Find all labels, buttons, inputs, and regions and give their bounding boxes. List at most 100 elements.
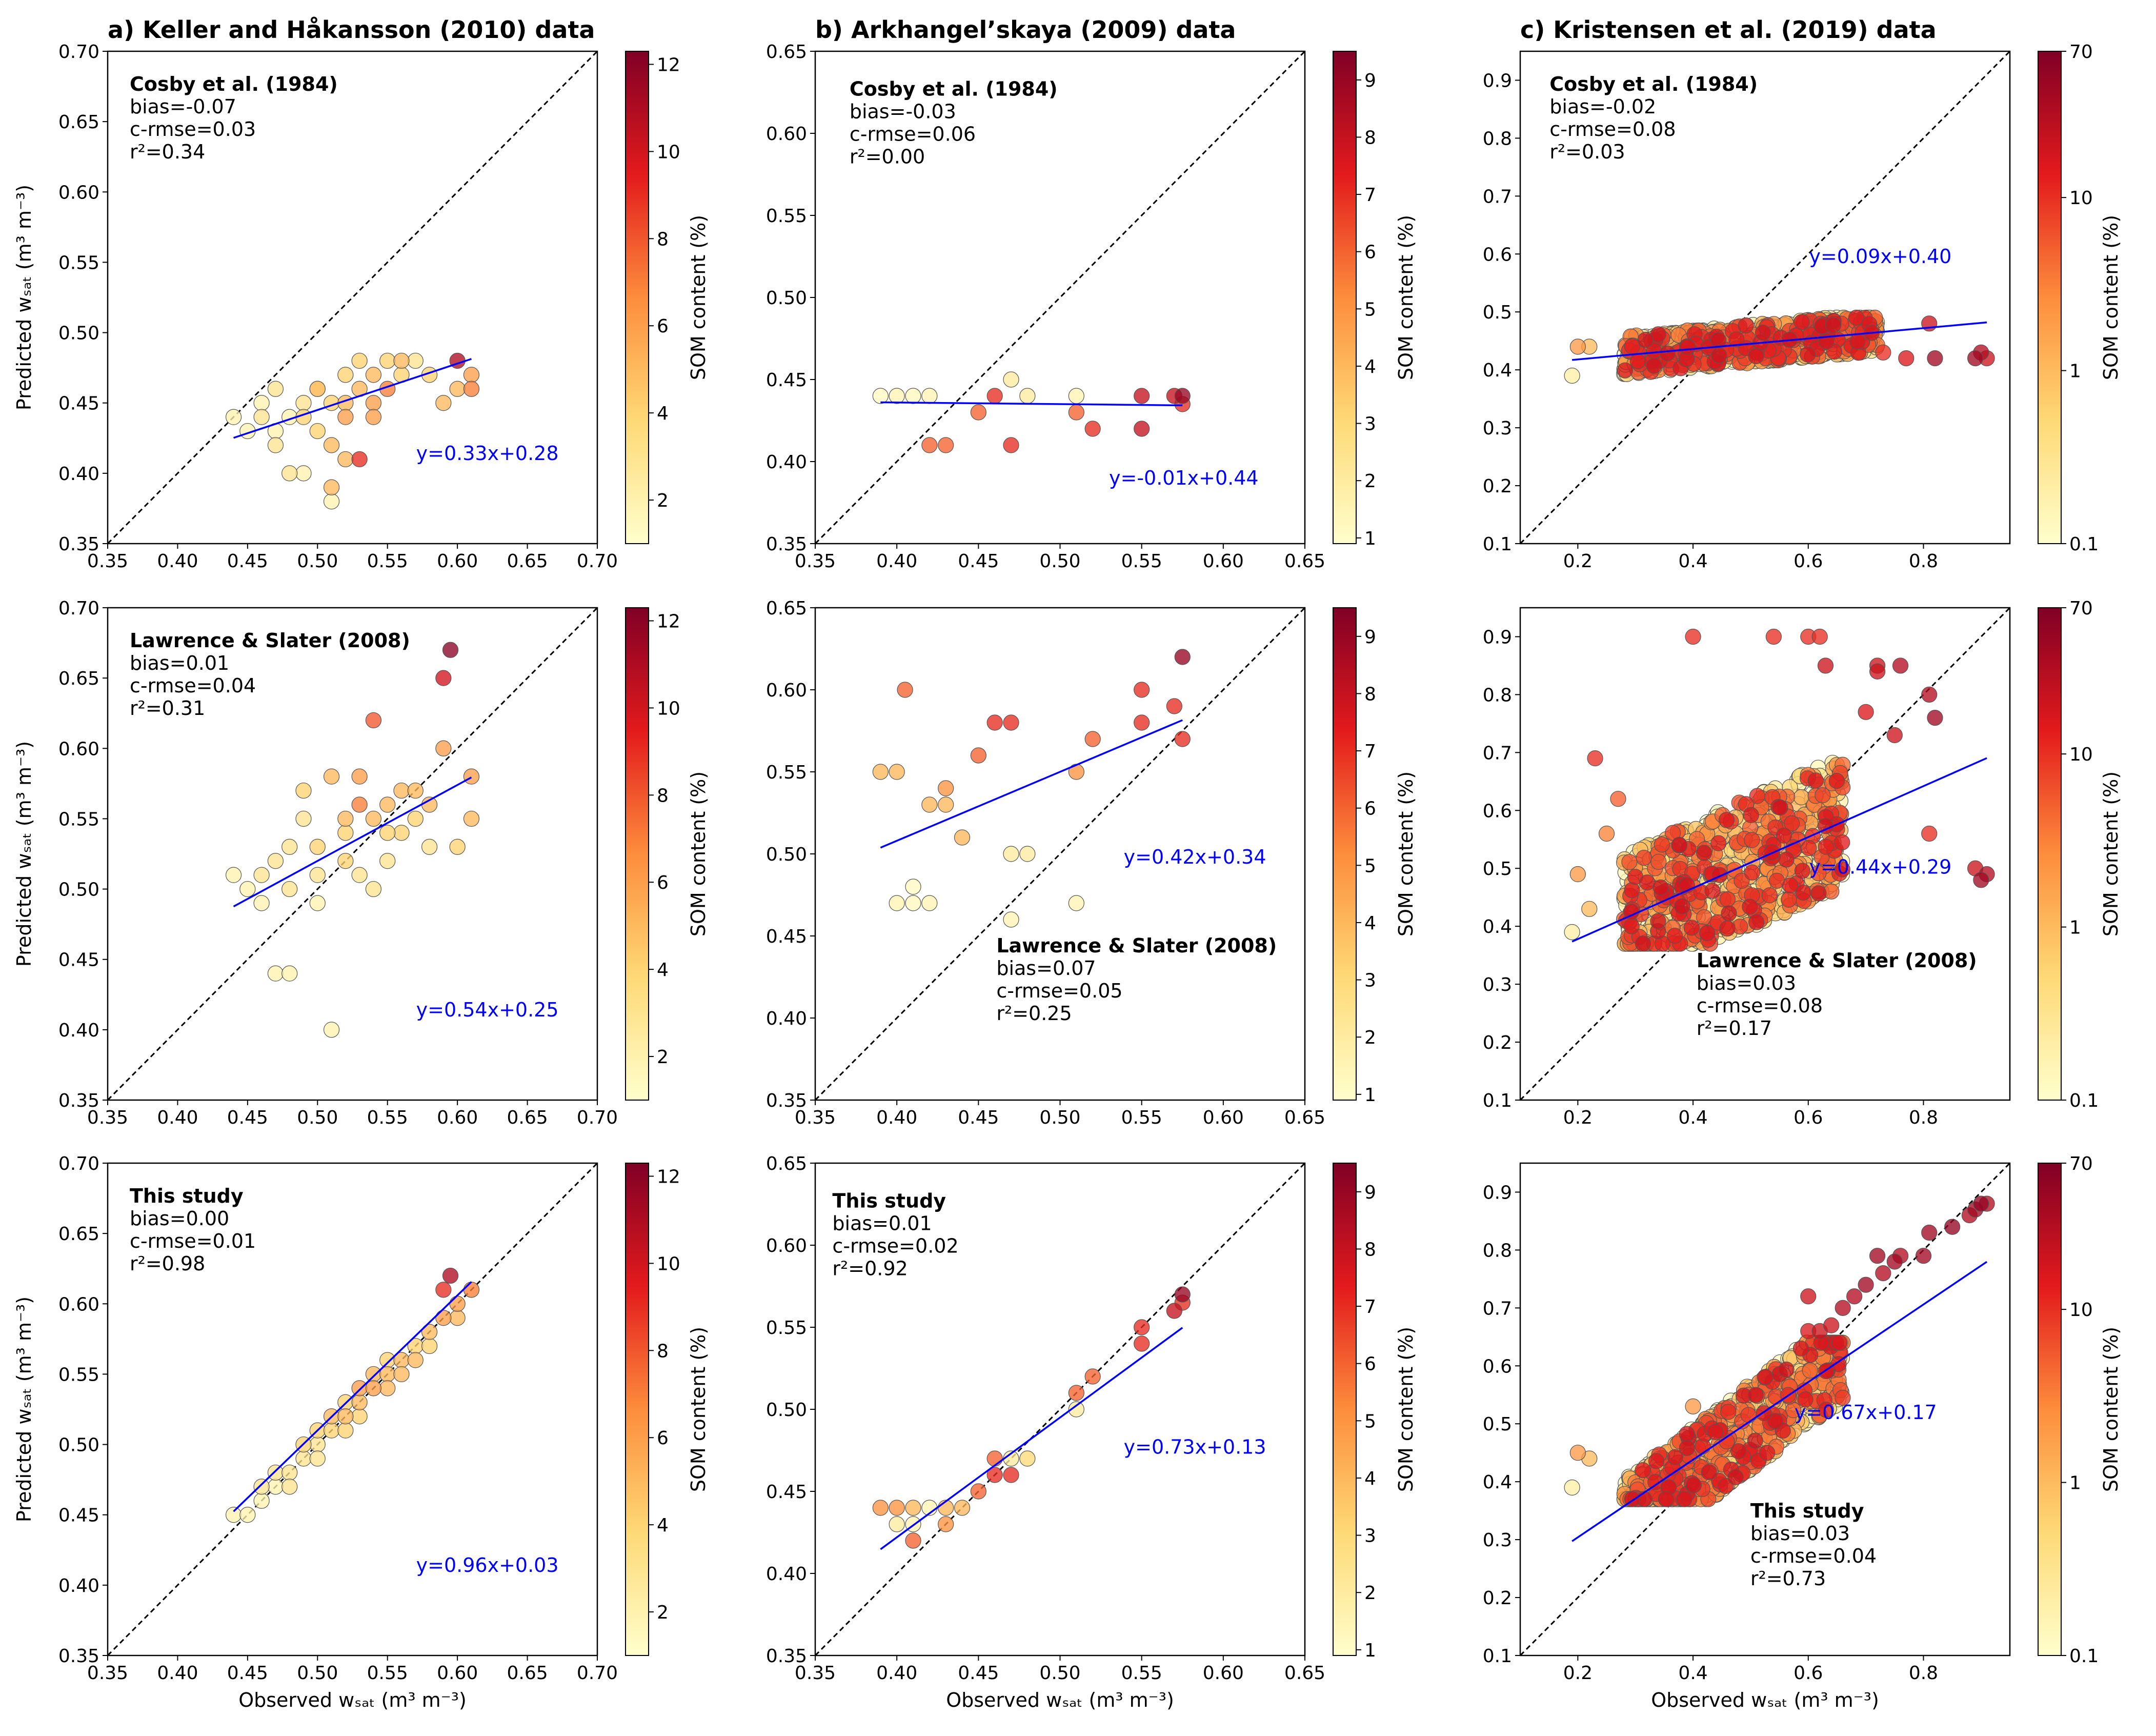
one-to-one-line <box>815 1163 1305 1655</box>
regression-line <box>233 776 472 908</box>
x-tick-label: 0.8 <box>1909 1663 1938 1684</box>
y-tick-label: 0.70 <box>58 42 99 63</box>
colorbar-label: SOM content (%) <box>1395 1327 1417 1492</box>
data-point <box>1134 714 1150 731</box>
y-tick-label: 0.65 <box>58 668 99 689</box>
data-point <box>1084 1368 1101 1385</box>
data-point <box>954 1500 971 1516</box>
y-tick-label: 0.40 <box>766 1008 807 1029</box>
plot-content <box>815 1163 1305 1655</box>
colorbar-tick-label: 8 <box>657 229 669 250</box>
data-point <box>309 1436 326 1453</box>
data-point <box>1828 773 1845 789</box>
stat-line: bias=-0.07 <box>130 95 236 118</box>
data-point <box>1679 1440 1695 1456</box>
data-point <box>337 1422 354 1439</box>
data-point <box>1848 309 1865 326</box>
y-tick-label: 0.45 <box>58 1505 99 1526</box>
plot-content <box>1520 1163 2010 1655</box>
x-tick-label: 0.55 <box>1121 1107 1162 1128</box>
data-point <box>954 829 971 846</box>
data-point <box>1869 663 1886 680</box>
y-tick-label: 0.60 <box>58 739 99 760</box>
data-point <box>351 867 368 883</box>
panel-a3: 0.35 0.40 0.45 0.50 0.55 0.60 0.65 0.70 0.35 0.40… <box>13 1153 710 1711</box>
data-point <box>1795 884 1811 901</box>
data-point <box>281 881 298 897</box>
stat-line: c-rmse=0.06 <box>850 123 976 145</box>
y-tick-label: 0.3 <box>1483 974 1512 995</box>
data-point <box>295 1450 312 1467</box>
data-point <box>295 395 312 411</box>
data-point <box>1747 1432 1763 1449</box>
x-tick-label: 0.40 <box>157 1663 198 1684</box>
x-tick-label: 0.4 <box>1678 551 1707 572</box>
data-point <box>1875 344 1891 361</box>
colorbar-tick-label: 8 <box>1364 1239 1376 1260</box>
x-tick-label: 0.65 <box>1284 1663 1325 1684</box>
data-point <box>1019 846 1036 862</box>
data-point <box>253 895 270 911</box>
data-point <box>337 1408 354 1425</box>
axes-frame <box>1519 50 2011 545</box>
data-point <box>1003 714 1019 731</box>
x-tick-label: 0.45 <box>227 551 268 572</box>
data-point <box>407 352 424 369</box>
x-tick-label: 0.50 <box>297 551 338 572</box>
data-point <box>267 965 284 982</box>
fit-equation: y=0.73x+0.13 <box>1124 1435 1266 1458</box>
data-point <box>1835 1389 1851 1406</box>
data-point <box>337 825 354 841</box>
x-tick-label: 0.40 <box>876 1107 917 1128</box>
colorbar-tick-label: 2 <box>657 1047 669 1068</box>
colorbar-tick-label: 2 <box>1364 1583 1376 1604</box>
data-point <box>351 1380 368 1396</box>
data-point <box>1784 815 1800 832</box>
data-point <box>1623 918 1640 934</box>
colorbar-tick-label: 9 <box>1364 627 1376 648</box>
data-point <box>1084 421 1101 437</box>
data-point <box>1699 925 1716 941</box>
data-point <box>323 1022 340 1038</box>
plot-content <box>108 51 597 544</box>
data-point <box>365 1380 382 1396</box>
colorbar-tick-label: 3 <box>1364 414 1376 435</box>
data-point <box>921 437 938 453</box>
colorbar <box>625 51 649 544</box>
data-point <box>337 451 354 468</box>
colorbar-tick-label: 4 <box>657 1515 669 1536</box>
data-point <box>442 1267 459 1284</box>
data-point <box>1598 825 1615 842</box>
y-axis-label: Predicted wₛₐₜ (m³ m⁻³) <box>13 185 35 410</box>
data-point <box>970 747 986 764</box>
data-point <box>1807 772 1824 789</box>
data-point <box>1825 317 1842 333</box>
colorbar-tick-label: 8 <box>657 785 669 806</box>
method-label: This study <box>832 1189 946 1212</box>
data-point <box>1701 1464 1717 1481</box>
x-tick-label: 0.55 <box>1121 551 1162 572</box>
x-tick-label: 0.60 <box>437 1107 478 1128</box>
x-axis-label: Observed wₛₐₜ (m³ m⁻³) <box>946 1689 1174 1711</box>
x-tick-label: 0.50 <box>1039 1107 1080 1128</box>
data-point <box>970 404 986 421</box>
data-point <box>463 768 480 785</box>
data-point <box>1674 898 1690 914</box>
data-point <box>1003 1467 1019 1483</box>
data-point <box>253 1492 270 1509</box>
x-tick-label: 0.35 <box>87 551 128 572</box>
y-axis-label: Predicted wₛₐₜ (m³ m⁻³) <box>13 741 35 967</box>
data-point <box>435 670 452 686</box>
x-tick-label: 0.65 <box>1284 1107 1325 1128</box>
data-point <box>1858 1276 1874 1293</box>
fit-equation: y=0.33x+0.28 <box>416 442 559 465</box>
colorbar-tick-label: 8 <box>1364 127 1376 148</box>
data-point <box>239 1507 256 1523</box>
y-tick-label: 0.1 <box>1483 1646 1512 1667</box>
colorbar-tick-label: 4 <box>657 403 669 424</box>
x-tick-label: 0.2 <box>1563 1663 1593 1684</box>
data-point <box>1711 347 1727 364</box>
colorbar-tick-label: 2 <box>1364 471 1376 492</box>
y-tick-label: 0.6 <box>1483 244 1512 265</box>
data-point <box>1666 928 1683 944</box>
